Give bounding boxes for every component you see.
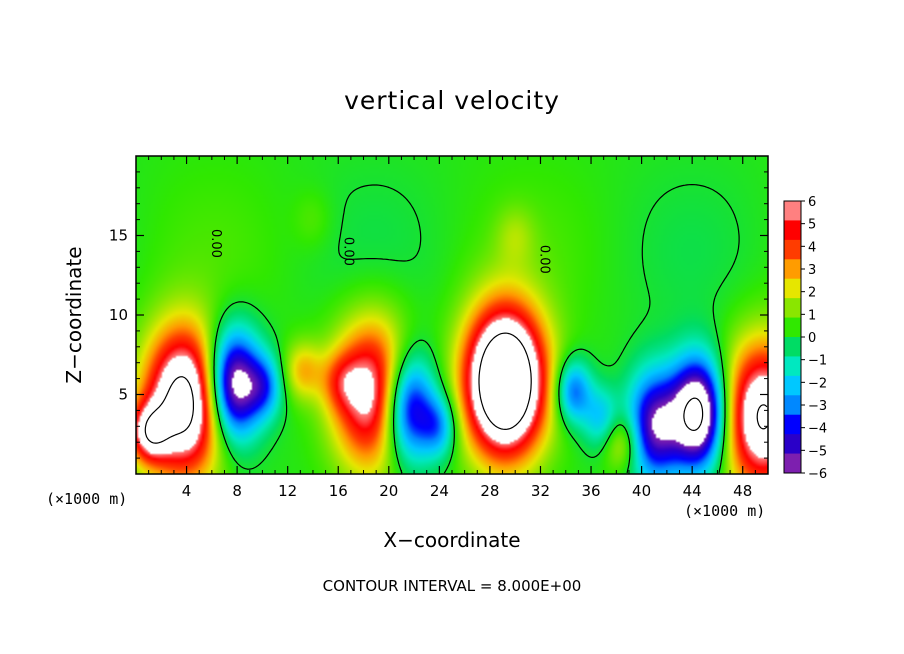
- colorbar-label: 3: [808, 263, 816, 278]
- colorbar-swatch: [784, 220, 801, 241]
- colorbar-swatch: [784, 337, 801, 357]
- contour-interval-note: CONTOUR INTERVAL = 8.000E+00: [322, 577, 582, 595]
- x-tick-label: 20: [379, 482, 398, 500]
- colorbar-label: 6: [808, 195, 816, 210]
- colorbar: 6 5 4 3 2 1 0 −1 −2 −3 −4 −5 −6: [783, 195, 827, 482]
- x-unit-label-left: (×1000 m): [46, 490, 128, 508]
- x-tick-label: 48: [733, 482, 752, 500]
- colorbar-label: −6: [808, 467, 827, 482]
- x-tick-label: 28: [480, 482, 499, 500]
- y-axis-label: Z−coordinate: [62, 246, 86, 384]
- contour-labels-group: 0.00 0.00 0.00: [208, 229, 552, 274]
- colorbar-swatch: [784, 239, 801, 260]
- colorbar-label: −2: [808, 376, 827, 391]
- chart-title: vertical velocity: [344, 86, 560, 115]
- colorbar-label: −4: [808, 422, 827, 437]
- colorbar-label: 1: [808, 308, 816, 323]
- colorbar-label: −5: [808, 444, 827, 459]
- y-axis: 5 10 15: [109, 171, 768, 459]
- colorbar-swatch: [784, 453, 801, 474]
- colorbar-label: −3: [808, 399, 827, 414]
- y-tick-label: 15: [109, 227, 128, 245]
- colorbar-label: 5: [808, 218, 816, 233]
- colorbar-swatch: [784, 259, 801, 280]
- contour-neg8: [683, 397, 704, 431]
- contour-label: 0.00: [341, 237, 356, 266]
- colorbar-swatch: [784, 201, 801, 221]
- x-tick-label: 12: [278, 482, 297, 500]
- x-axis: 4 8 12 16 20 24 28 32 36 40 44 48: [148, 156, 756, 500]
- colorbar-label: −1: [808, 354, 827, 369]
- colorbar-swatch: [784, 317, 801, 338]
- x-tick-label: 44: [683, 482, 702, 500]
- contour-lines: [144, 184, 768, 474]
- x-tick-label: 24: [430, 482, 449, 500]
- colorbar-swatch: [784, 356, 801, 377]
- colorbar-swatch: [784, 395, 801, 416]
- contour-8: [144, 332, 768, 444]
- colorbar-label: 4: [808, 240, 816, 255]
- x-tick-label: 16: [329, 482, 348, 500]
- contour-label: 0.00: [208, 229, 223, 258]
- colorbar-label: 2: [808, 286, 816, 301]
- velocity-field: [136, 156, 768, 474]
- y-tick-label: 10: [109, 306, 128, 324]
- contour-label: 0.00: [536, 245, 551, 274]
- colorbar-swatch: [784, 434, 801, 455]
- x-tick-label: 4: [182, 482, 192, 500]
- x-tick-label: 40: [632, 482, 651, 500]
- x-tick-label: 36: [581, 482, 600, 500]
- colorbar-label: 0: [808, 331, 816, 346]
- y-tick-label: 5: [118, 386, 128, 404]
- x-unit-label-right: (×1000 m): [684, 502, 766, 520]
- colorbar-swatch: [784, 375, 801, 396]
- x-tick-label: 8: [232, 482, 242, 500]
- colorbar-swatch: [784, 298, 801, 319]
- x-axis-label: X−coordinate: [383, 528, 521, 552]
- x-tick-label: 32: [531, 482, 550, 500]
- colorbar-swatch: [784, 278, 801, 299]
- colorbar-swatch: [784, 414, 801, 435]
- contour-0: [213, 184, 740, 474]
